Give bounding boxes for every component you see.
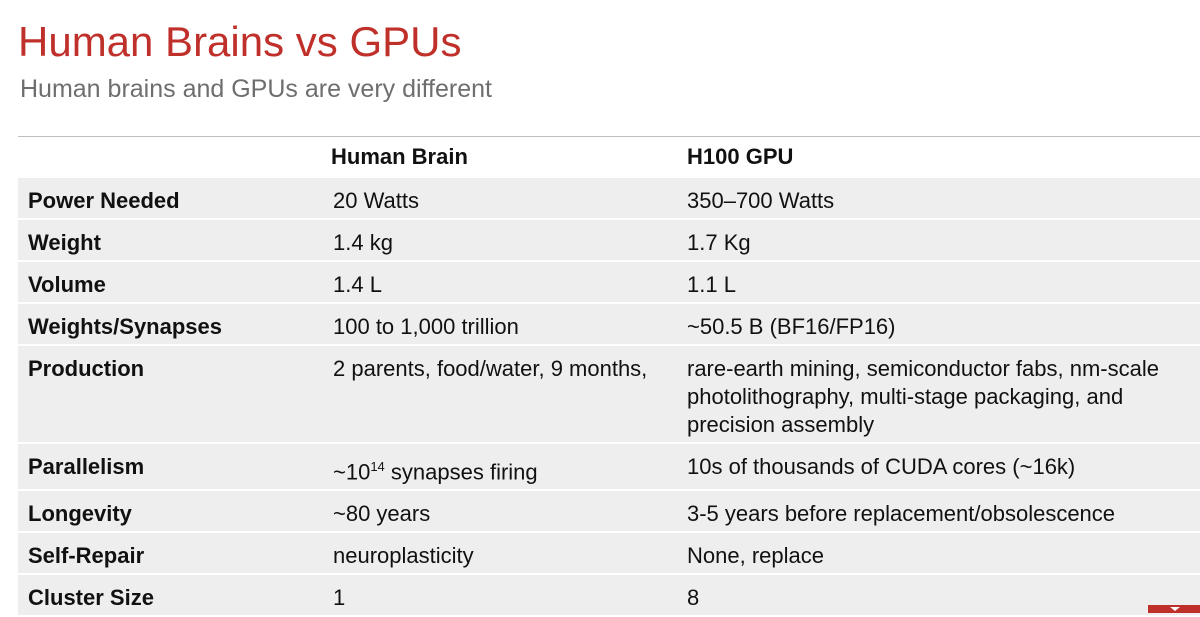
brain-value: ~1014 synapses firing <box>321 443 679 492</box>
row-label: Self-Repair <box>18 532 321 576</box>
brain-value: 1.4 L <box>321 261 679 304</box>
brain-value: 20 Watts <box>321 177 679 220</box>
row-label: Weight <box>18 219 321 262</box>
table-row: Power Needed 20 Watts 350–700 Watts <box>18 177 1200 220</box>
row-label: Production <box>18 345 321 444</box>
table-row: Production 2 parents, food/water, 9 mont… <box>18 345 1200 444</box>
row-label: Cluster Size <box>18 574 321 617</box>
table-row: Self-Repair neuroplasticity None, replac… <box>18 532 1200 576</box>
gpu-value: 10s of thousands of CUDA cores (~16k) <box>679 443 1200 492</box>
table-row: Volume 1.4 L 1.1 L <box>18 261 1200 304</box>
table-row: Weight 1.4 kg 1.7 Kg <box>18 219 1200 262</box>
row-label: Weights/Synapses <box>18 303 321 346</box>
brain-value: 1.4 kg <box>321 219 679 262</box>
slide-subtitle: Human brains and GPUs are very different <box>20 75 492 103</box>
brain-value: neuroplasticity <box>321 532 679 576</box>
table-row: Parallelism ~1014 synapses firing 10s of… <box>18 443 1200 492</box>
brain-value-prefix: ~10 <box>333 459 371 485</box>
slide-title: Human Brains vs GPUs <box>18 18 462 65</box>
header-empty <box>18 137 321 178</box>
brain-value-suffix: synapses firing <box>384 459 538 485</box>
table-row: Longevity ~80 years 3-5 years before rep… <box>18 490 1200 534</box>
comparison-table: Human Brain H100 GPU Power Needed 20 Wat… <box>18 137 1200 617</box>
brain-value-exponent: 14 <box>370 459 385 474</box>
header-h100-gpu: H100 GPU <box>679 137 1200 178</box>
gpu-value: None, replace <box>679 532 1200 576</box>
gpu-value: ~50.5 B (BF16/FP16) <box>679 303 1200 346</box>
brain-value: ~80 years <box>321 490 679 534</box>
gpu-value: 8 <box>679 574 1200 617</box>
gpu-value: rare-earth mining, semiconductor fabs, n… <box>679 345 1200 444</box>
table-row: Weights/Synapses 100 to 1,000 trillion ~… <box>18 303 1200 346</box>
row-label: Power Needed <box>18 177 321 220</box>
table-row: Cluster Size 1 8 <box>18 574 1200 617</box>
gpu-value: 350–700 Watts <box>679 177 1200 220</box>
header-divider <box>18 136 1200 137</box>
gpu-value: 3-5 years before replacement/obsolescenc… <box>679 490 1200 534</box>
brain-value: 100 to 1,000 trillion <box>321 303 679 346</box>
slide-corner-marker <box>1148 605 1200 613</box>
brain-value: 2 parents, food/water, 9 months, <box>321 345 679 444</box>
brain-value: 1 <box>321 574 679 617</box>
gpu-value: 1.1 L <box>679 261 1200 304</box>
row-label: Longevity <box>18 490 321 534</box>
header-human-brain: Human Brain <box>321 137 679 178</box>
table-header-row: Human Brain H100 GPU <box>18 137 1200 178</box>
row-label: Parallelism <box>18 443 321 492</box>
gpu-value: 1.7 Kg <box>679 219 1200 262</box>
row-label: Volume <box>18 261 321 304</box>
